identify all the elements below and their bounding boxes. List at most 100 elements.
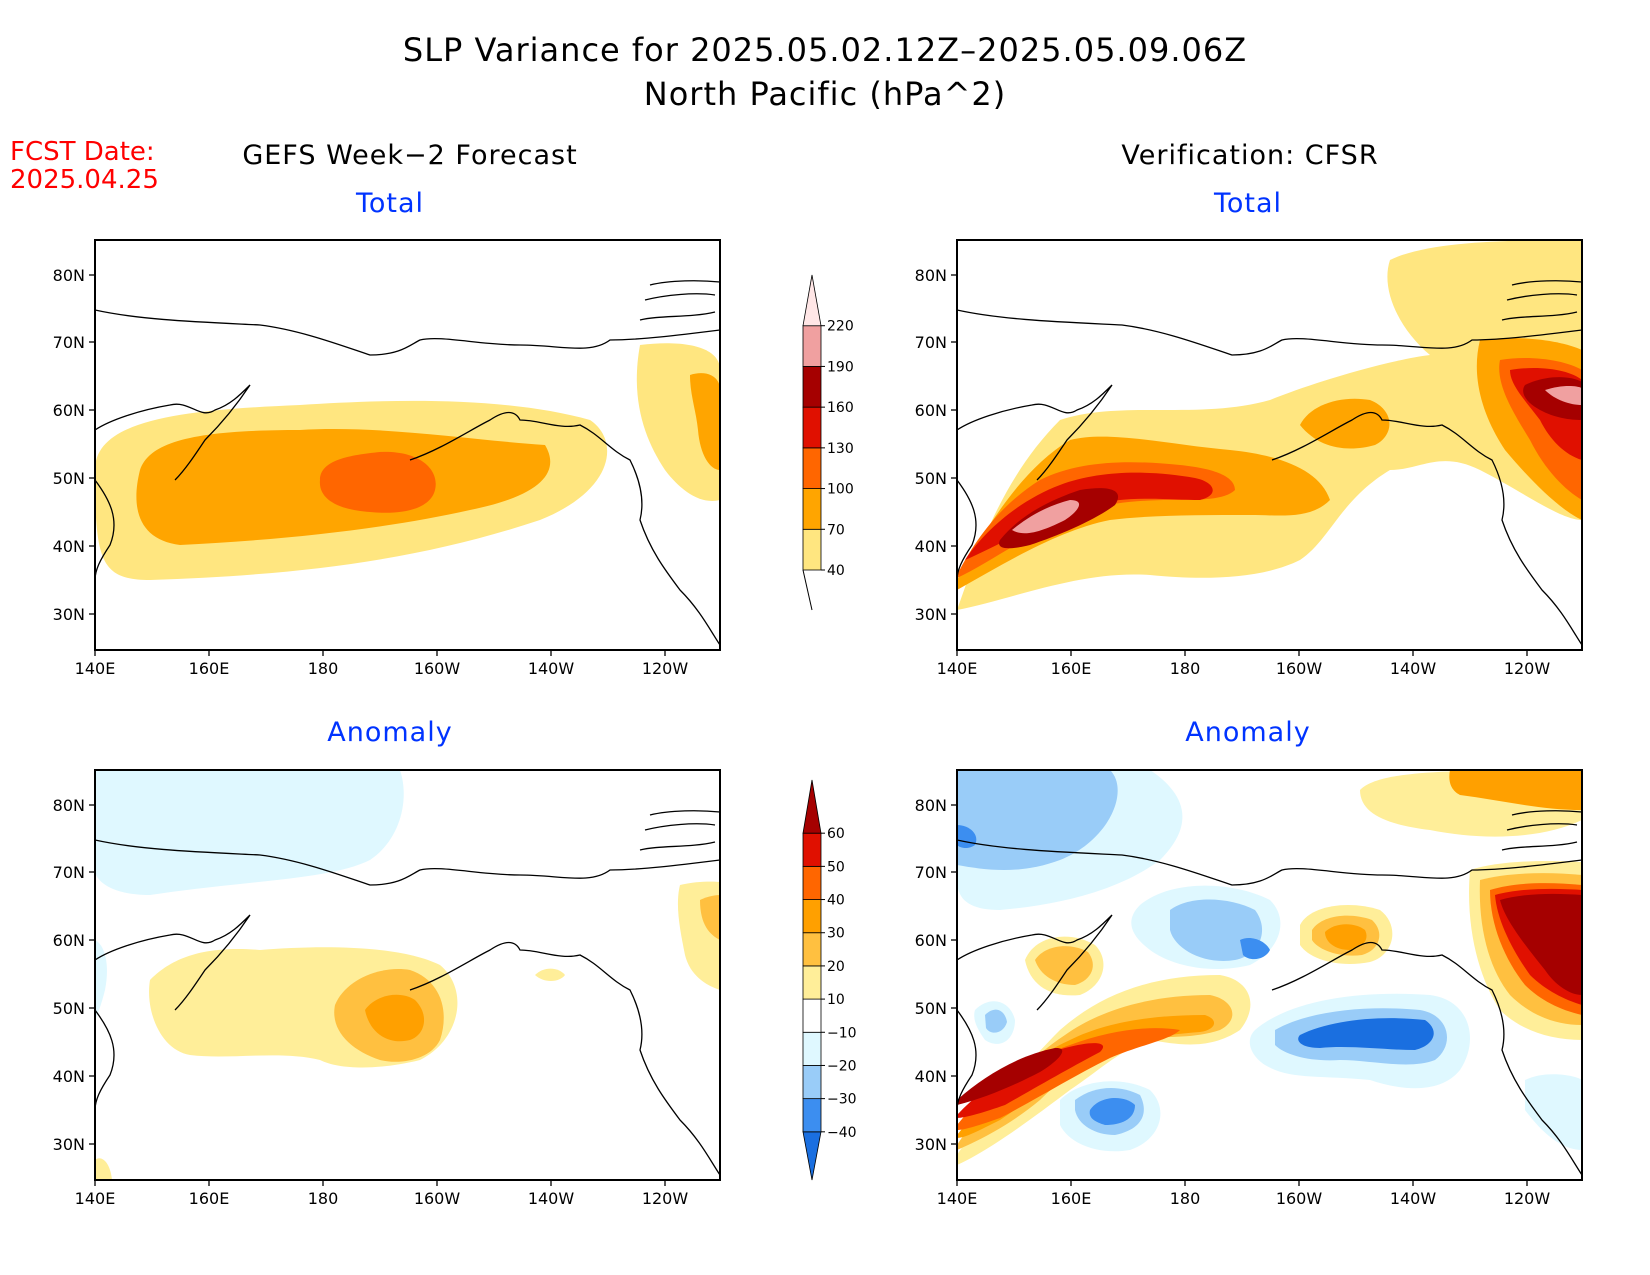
colorbar-total-top-end [802, 274, 822, 327]
contour-100 [319, 451, 436, 513]
lon-label: 180 [1170, 1189, 1201, 1208]
contours-verification-total [957, 240, 1582, 610]
lon-label: 160W [414, 1189, 461, 1208]
coast-siberia [95, 309, 720, 356]
lat-label: 80N [53, 796, 85, 815]
colorbar-anomaly-label: −20 [827, 1058, 857, 1074]
lon-label: 160W [414, 659, 461, 678]
lat-label: 60N [53, 931, 85, 950]
colorbar-anomaly-bin [802, 1065, 822, 1100]
coastlines-verification-total [957, 280, 1582, 646]
contour-neg20-nw [957, 770, 1118, 870]
lon-label: 120W [642, 1189, 689, 1208]
panel-title-verification-anomaly: Anomaly [1185, 717, 1311, 748]
colorbar-total-bin [802, 325, 822, 367]
coast-alaska-nwamerica [409, 941, 720, 1176]
coast-alaska-nwamerica [409, 411, 720, 646]
contour-neg30-south [1089, 1098, 1135, 1125]
lon-label: 140W [528, 1189, 575, 1208]
colorbar-anomaly-label: 40 [827, 893, 845, 909]
colorbar-total-bin [802, 406, 822, 449]
lat-label: 50N [915, 999, 947, 1018]
lon-label: 140E [937, 1189, 978, 1208]
lat-label: 40N [915, 537, 947, 556]
lat-label: 80N [915, 266, 947, 285]
lon-label: 120W [1504, 659, 1551, 678]
colorbar-anomaly-label: −40 [827, 1125, 857, 1141]
colorbar-total-label: 100 [827, 482, 854, 498]
coast-kamchatka-okhotsk [957, 914, 1113, 1011]
contour-pos60-ne [1500, 893, 1582, 995]
colorbar-total-label: 40 [827, 563, 845, 579]
colorbar-anomaly-bin [802, 832, 822, 867]
contour-pos10-corner [95, 1158, 112, 1180]
coast-alaska-nwamerica [1271, 941, 1582, 1176]
colorbar-total: 40 70 100 130 160 190 220 [802, 274, 854, 611]
lon-label: 160W [1276, 1189, 1323, 1208]
map-verification-total [956, 239, 1583, 651]
lon-label: 160E [1051, 659, 1092, 678]
frame-verification-anomaly [956, 769, 1583, 1181]
colorbar-total-bin [802, 488, 822, 530]
map-verification-anomaly [956, 769, 1583, 1181]
colorbar-anomaly-bin [802, 1098, 822, 1133]
lat-label: 30N [53, 1135, 85, 1154]
lat-label: 70N [53, 333, 85, 352]
lat-label: 80N [53, 266, 85, 285]
colorbar-anomaly-bottom-end [802, 1131, 822, 1181]
frame-verification-total [956, 239, 1583, 651]
contour-70-east [690, 373, 720, 470]
colorbar-anomaly-bin [802, 1031, 822, 1066]
coastlines-forecast-anomaly [95, 810, 720, 1176]
lat-label: 40N [53, 537, 85, 556]
lat-label: 70N [915, 863, 947, 882]
coast-arctic-islands [639, 810, 720, 851]
contour-130 [965, 472, 1213, 560]
coast-japan [95, 479, 115, 581]
contour-pos30-gulf [1325, 924, 1367, 950]
colorbar-anomaly: −40 −30 −20 −10 10 20 30 40 50 60 [802, 779, 857, 1181]
coast-kamchatka-okhotsk [95, 914, 251, 1011]
colorbar-anomaly-label: 10 [827, 992, 845, 1008]
lon-label: 180 [308, 1189, 339, 1208]
coast-arctic-islands [1501, 280, 1582, 321]
lat-label: 60N [915, 931, 947, 950]
lat-label: 50N [915, 469, 947, 488]
colorbar-anomaly-label: 50 [827, 859, 845, 875]
contour-40 [957, 240, 1582, 610]
map-forecast-anomaly [94, 769, 721, 1181]
colorbar-anomaly-label: −30 [827, 1092, 857, 1108]
colorbar-total-bottom-end [802, 569, 813, 611]
colorbar-anomaly-label: 60 [827, 826, 845, 842]
column-title-forecast: GEFS Week−2 Forecast [242, 140, 578, 171]
colorbar-total-label: 220 [827, 319, 854, 335]
colorbar-total-label: 130 [827, 441, 854, 457]
coast-arctic-islands [1501, 810, 1582, 851]
lon-label: 160E [1051, 1189, 1092, 1208]
map-forecast-total [94, 239, 721, 651]
colorbar-total-label: 190 [827, 359, 854, 375]
panel-title-forecast-anomaly: Anomaly [327, 717, 453, 748]
coast-siberia [957, 309, 1582, 356]
colorbar-anomaly-top-end [802, 779, 822, 834]
contour-pos20-sib [1035, 946, 1093, 985]
lat-label: 60N [915, 401, 947, 420]
frame-forecast-total [94, 239, 721, 651]
contour-pos30 [365, 994, 425, 1042]
lon-label: 180 [308, 659, 339, 678]
lon-label: 140E [75, 1189, 116, 1208]
lat-label: 30N [53, 605, 85, 624]
map-axes: 80N 70N 60N 50N 40N 30N 140E 160E 180 160W 140W 120… [53, 266, 1551, 1208]
coast-siberia [957, 839, 1582, 886]
column-title-verification: Verification: CFSR [1121, 140, 1379, 171]
coast-alaska-nwamerica [1271, 411, 1582, 646]
fcst-date-label: FCST Date: 2025.04.25 [10, 138, 159, 194]
lon-label: 160W [1276, 659, 1323, 678]
contour-neg30-mid [1240, 938, 1270, 960]
lat-label: 40N [53, 1067, 85, 1086]
contours-verification-anomaly [957, 770, 1582, 1165]
frame-forecast-anomaly [94, 769, 721, 1181]
main-subtitle: North Pacific (hPa^2) [643, 75, 1007, 113]
contour-pos20-n [1449, 770, 1582, 810]
